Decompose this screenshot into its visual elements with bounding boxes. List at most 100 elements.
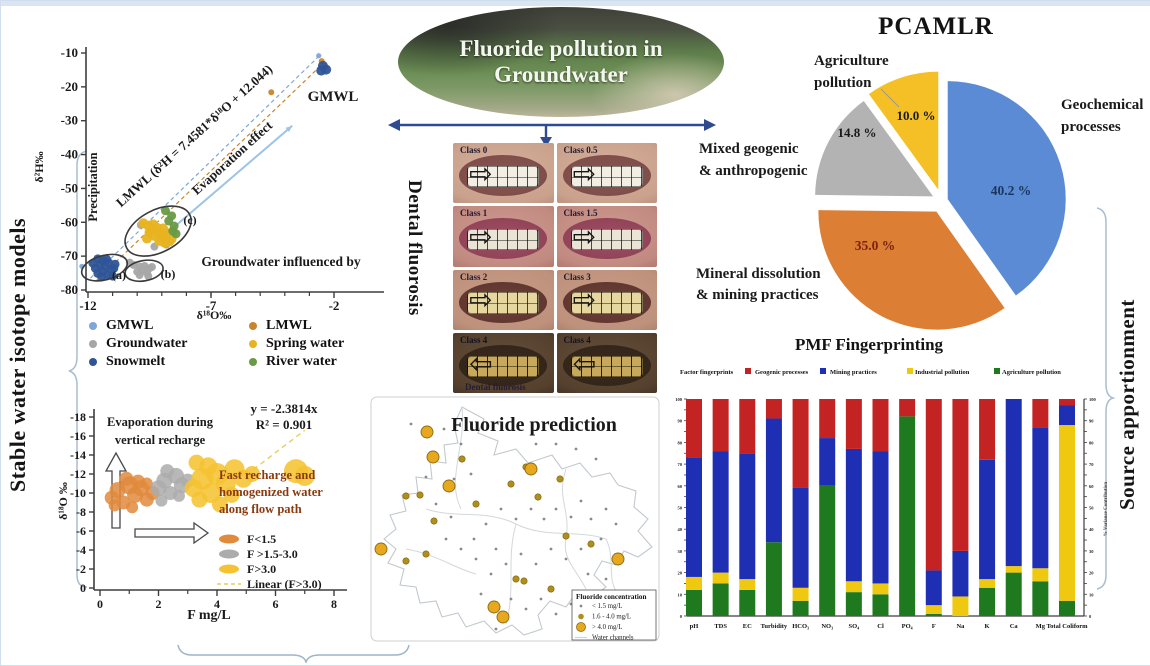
svg-text:Total Coliform: Total Coliform [1046, 623, 1088, 630]
well-small [504, 562, 508, 566]
teeth-band [467, 165, 540, 188]
well-small [494, 547, 498, 551]
svg-text:0: 0 [680, 614, 683, 619]
well-small [519, 552, 523, 556]
bar-segment [952, 550, 969, 597]
svg-text:-10: -10 [70, 486, 86, 500]
svg-text:90: 90 [678, 419, 683, 424]
right-arrow-icon: ⇨ [572, 156, 597, 190]
svg-text:Mg: Mg [1036, 623, 1046, 630]
well-small [434, 502, 438, 506]
svg-text:8: 8 [331, 597, 337, 611]
left-section-label: Stable water isotope models [5, 217, 30, 493]
svg-text:50: 50 [678, 506, 683, 511]
well-small [474, 557, 478, 561]
teeth-band [570, 165, 643, 188]
legend-item: Spring water [249, 335, 419, 353]
svg-text:-7: -7 [206, 298, 217, 313]
svg-text:-80: -80 [61, 282, 78, 297]
svg-text:60: 60 [678, 484, 683, 489]
legend-label: River water [266, 354, 337, 369]
well-small [479, 592, 483, 596]
teeth-band [467, 229, 540, 251]
well-large [496, 610, 510, 624]
bar-segment [765, 542, 782, 616]
teeth-band [570, 355, 643, 377]
pie-chart-title: PCAMLR [878, 13, 994, 40]
svg-text:Na: Na [956, 623, 965, 630]
bar-segment [819, 399, 836, 439]
well-small [614, 522, 618, 526]
data-point [294, 465, 315, 486]
double-headed-arrow [388, 119, 716, 147]
right-brace [1096, 207, 1115, 590]
well-medium [556, 475, 564, 483]
svg-text:F: F [932, 623, 936, 630]
legend-item: LMWL [249, 317, 419, 335]
legend-marker [89, 322, 97, 330]
svg-text:-2: -2 [329, 298, 340, 313]
bar-segment [845, 581, 862, 593]
chart-annotation: Evaporation during vertical recharge [107, 415, 214, 447]
svg-text:F >1.5-3.0: F >1.5-3.0 [247, 547, 298, 561]
svg-text:> 4.0 mg/L: > 4.0 mg/L [592, 624, 622, 631]
well-small [604, 577, 608, 581]
dental-photo: ⇨ Class 1.5 [556, 206, 657, 267]
legend-marker [249, 358, 257, 366]
svg-text:1.6 - 4.0 mg/L: 1.6 - 4.0 mg/L [592, 614, 631, 621]
bar-segment [979, 459, 996, 580]
fluoride-isotope-chart: -18 -16 -14 -12 -10 -8 -6 -4 -2 00 2 4 6 8 F<1.5F >1.5… [57, 401, 347, 623]
chart-annotation: Agriculture pollution [814, 53, 889, 91]
well-small [589, 517, 593, 521]
right-block-arrow [134, 521, 210, 545]
class-label: Class 0 [460, 145, 488, 155]
chart-annotation: (a) [112, 268, 126, 282]
right-arrow-icon: ⇨ [572, 283, 597, 317]
well-small [484, 522, 488, 526]
legend-item: GMWL [89, 317, 249, 335]
well-small [564, 557, 568, 561]
data-point [188, 454, 205, 471]
water-channel [505, 523, 517, 625]
bar-segment [792, 399, 809, 488]
svg-text:0: 0 [80, 581, 86, 595]
bar-segment [925, 570, 942, 606]
well-small [459, 547, 463, 551]
bar-segment [712, 399, 729, 452]
bar-segment [1032, 427, 1049, 569]
svg-text:70: 70 [1089, 462, 1094, 467]
svg-text:Factor fingerprints: Factor fingerprints [680, 369, 734, 376]
svg-text:Geogenic processes: Geogenic processes [755, 369, 809, 376]
well-small [534, 442, 538, 446]
svg-text:-12: -12 [70, 467, 86, 481]
bar-segment [1005, 572, 1022, 616]
bar-segment [845, 448, 862, 582]
legend-item: Snowmelt [89, 353, 249, 371]
chart-annotation: Fast recharge and homogenized water along … [219, 468, 323, 516]
svg-text:K: K [985, 623, 990, 630]
data-point [140, 477, 153, 490]
bar-segment [1005, 566, 1022, 573]
well-small [489, 572, 493, 576]
svg-text:< 1.5 mg/L: < 1.5 mg/L [592, 603, 622, 610]
svg-text:2: 2 [156, 597, 162, 611]
bar-segment [952, 596, 969, 616]
legend-marker [89, 358, 97, 366]
bar-segment [739, 399, 756, 454]
data-point [110, 259, 120, 269]
svg-text:-16: -16 [70, 429, 86, 443]
svg-text:Agriculture pollution: Agriculture pollution [1002, 369, 1061, 376]
data-point [126, 501, 139, 514]
well-small [604, 507, 608, 511]
bar-segment [845, 592, 862, 616]
bar-segment [899, 399, 916, 417]
legend-label: GMWL [106, 318, 154, 333]
chart-annotation: 40.2 % [991, 183, 1032, 198]
chart-annotation: Geochemical processes [1061, 97, 1143, 135]
svg-text:4: 4 [214, 597, 220, 611]
svg-text:-14: -14 [70, 448, 86, 462]
bar-segment [792, 487, 809, 588]
data-point [142, 233, 153, 244]
pcamlr-pie-chart: Geochemical processes 40.2 % Agriculture pol… [696, 53, 1143, 330]
svg-text:10: 10 [1089, 592, 1094, 597]
